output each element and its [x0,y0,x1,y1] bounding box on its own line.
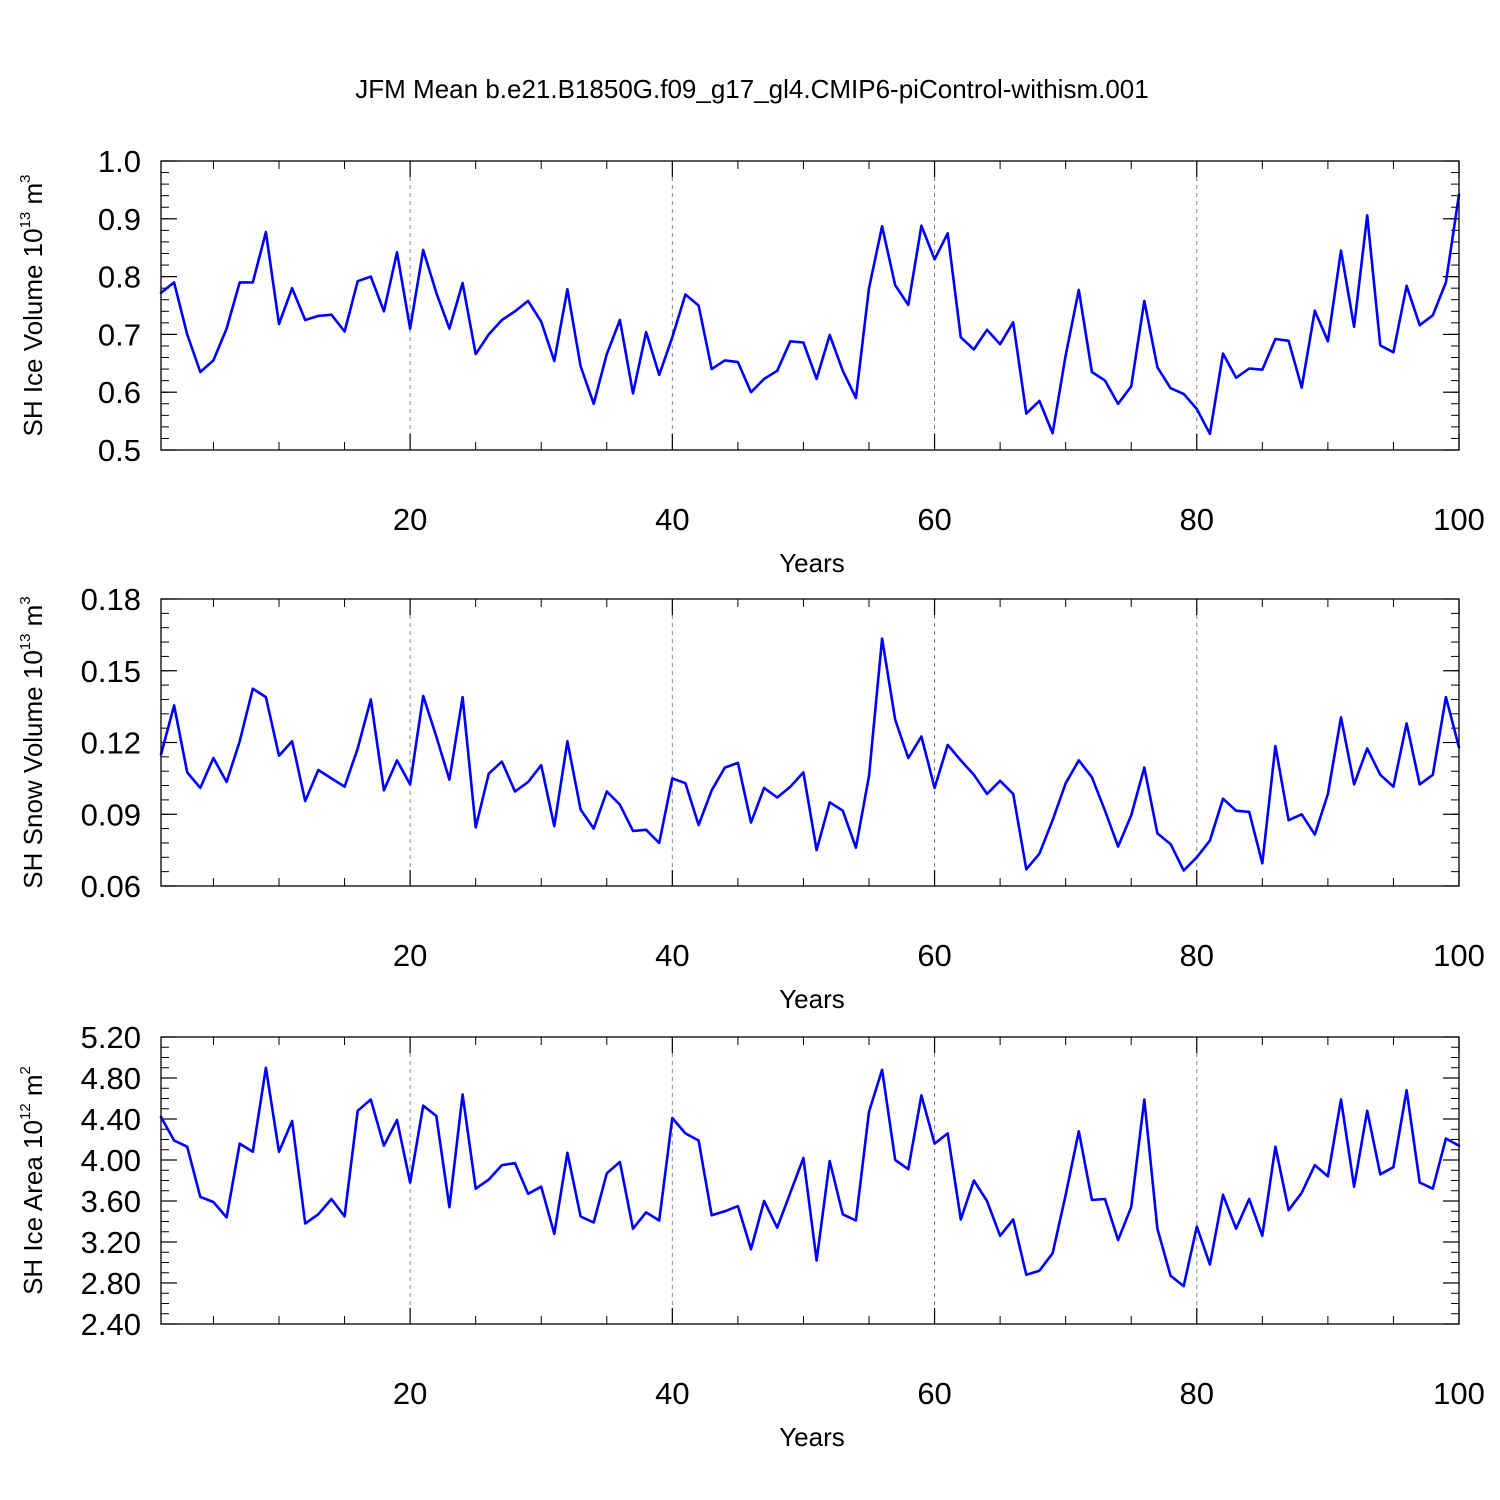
plot-frame [160,1036,1460,1325]
x-tick-label: 80 [1180,938,1214,973]
y-tick-label: 0.5 [98,433,141,468]
x-tick-label: 60 [917,938,951,973]
y-tick-label: 4.80 [81,1061,141,1096]
y-tick-label: 2.80 [81,1266,141,1301]
x-tick-label: 40 [655,938,689,973]
x-axis-title: Years [779,984,845,1014]
figure-title: JFM Mean b.e21.B1850G.f09_g17_gl4.CMIP6-… [355,74,1148,104]
series-line-sh-ice-volume [159,193,1461,436]
y-tick-label: 0.18 [81,582,141,617]
y-tick-label: 0.6 [98,375,141,410]
x-axis-title: Years [779,548,845,578]
y-tick-label: 5.20 [81,1020,141,1055]
series-line-sh-ice-area [159,1066,1461,1288]
y-tick-label: 2.40 [81,1307,141,1342]
y-tick-label: 4.40 [81,1102,141,1137]
y-tick-label: 0.06 [81,869,141,904]
y-tick-label: 4.00 [81,1143,141,1178]
x-tick-label: 100 [1433,1376,1485,1411]
chart-panel-1: 20 40 60 80 100 0.5 0.6 0.7 0.8 0.9 1.0 Years SH Ice… [17,144,1485,578]
y-tick-label: 0.9 [98,202,141,237]
series-line-sh-snow-volume [159,637,1461,872]
y-tick-label: 3.20 [81,1225,141,1260]
x-tick-label: 80 [1180,1376,1214,1411]
x-tick-label: 100 [1433,502,1485,537]
x-tick-label: 40 [655,502,689,537]
y-tick-label: 1.0 [98,144,141,179]
x-tick-label: 40 [655,1376,689,1411]
chart-panel-2: 20 40 60 80 100 0.06 0.09 0.12 0.15 0.18 Years SH S… [17,582,1485,1014]
x-tick-label: 20 [393,502,427,537]
x-tick-label: 100 [1433,938,1485,973]
y-tick-label: 0.12 [81,726,141,761]
x-tick-label: 20 [393,1376,427,1411]
x-tick-label: 60 [917,1376,951,1411]
y-tick-label: 0.15 [81,654,141,689]
y-tick-label: 0.7 [98,317,141,352]
panels: 20 40 60 80 100 0.5 0.6 0.7 0.8 0.9 1.0 Years SH Ice… [17,144,1485,1452]
plot-frame [160,598,1460,887]
y-tick-label: 0.09 [81,797,141,832]
y-axis-title: SH Ice Area 1012 m2 [17,1066,48,1295]
chart-panel-3: 20 40 60 80 100 2.40 2.80 3.20 3.60 4.00 4.40 4.80 5… [17,1020,1485,1452]
x-axis-title: Years [779,1422,845,1452]
plot-frame [160,160,1460,451]
x-tick-label: 20 [393,938,427,973]
y-axis-title: SH Ice Volume 1013 m3 [17,174,48,436]
y-axis-title: SH Snow Volume 1013 m3 [17,596,48,888]
y-tick-label: 0.8 [98,260,141,295]
x-tick-label: 60 [917,502,951,537]
y-tick-label: 3.60 [81,1184,141,1219]
x-tick-label: 80 [1180,502,1214,537]
